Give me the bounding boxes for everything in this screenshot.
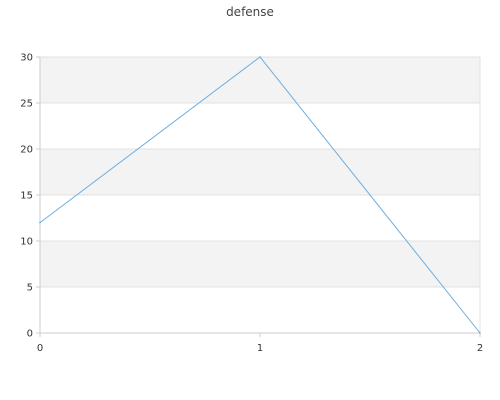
y-tick-label: 25 xyxy=(20,99,33,110)
y-tick-label: 15 xyxy=(20,191,33,202)
y-tick-label: 30 xyxy=(20,53,33,64)
background-band xyxy=(40,57,480,103)
x-tick-label: 1 xyxy=(257,343,263,354)
series-group xyxy=(39,56,481,334)
y-tick-label: 0 xyxy=(27,329,33,340)
y-tick-label: 10 xyxy=(20,237,33,248)
background-bands xyxy=(40,57,480,287)
background-band xyxy=(40,149,480,195)
data-point xyxy=(479,332,481,334)
y-tick-label: 20 xyxy=(20,145,33,156)
y-axis-ticks: 0 5 10 15 20 25 30 xyxy=(20,53,40,340)
background-band xyxy=(40,241,480,287)
y-tick-label: 5 xyxy=(27,283,33,294)
data-point xyxy=(259,56,261,58)
x-tick-label: 2 xyxy=(477,343,483,354)
data-point xyxy=(39,221,41,224)
x-axis-ticks: 0 1 2 xyxy=(37,333,483,354)
chart-title: defense xyxy=(226,5,274,19)
gridlines xyxy=(40,56,480,334)
x-tick-label: 0 xyxy=(37,343,43,354)
